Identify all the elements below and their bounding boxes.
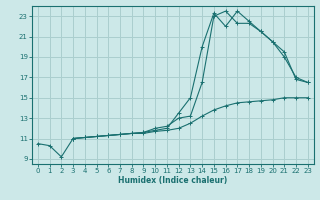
X-axis label: Humidex (Indice chaleur): Humidex (Indice chaleur) [118,176,228,185]
